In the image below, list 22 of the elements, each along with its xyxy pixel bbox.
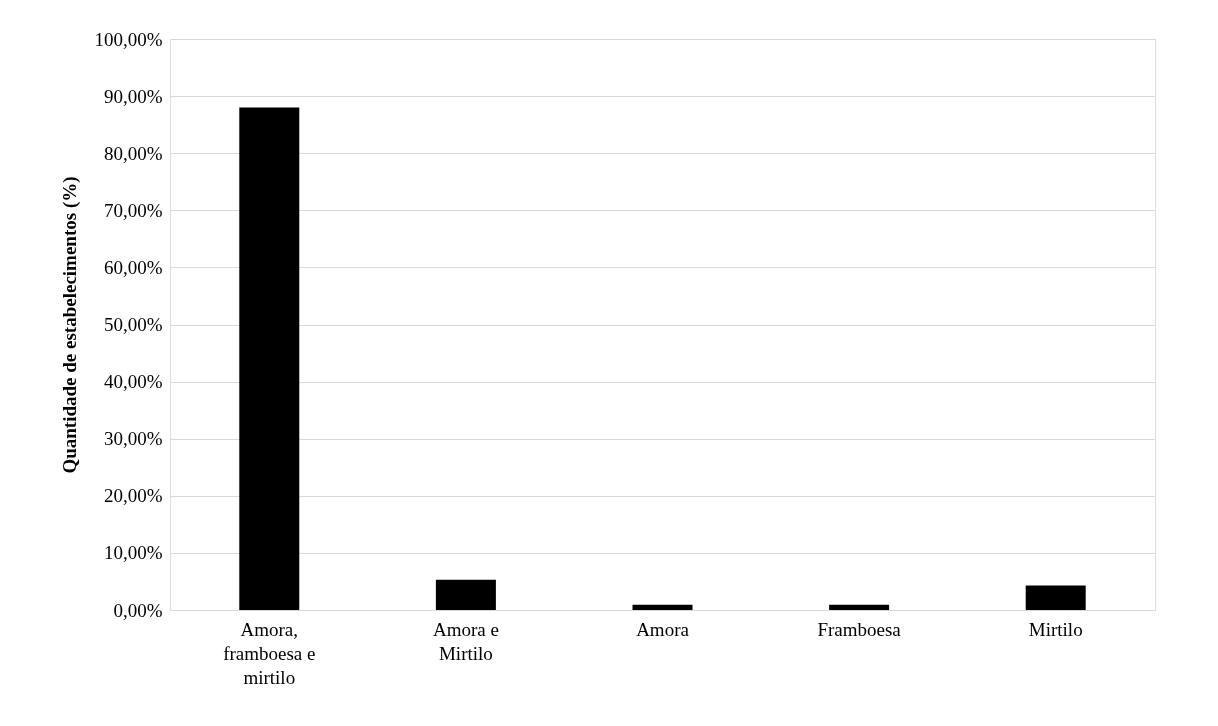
y-tick-label: 40,00%	[103, 371, 163, 393]
y-tick-label: 90,00%	[103, 85, 163, 107]
y-axis-title: Quantidade de estabelecimentos (%)	[59, 176, 82, 474]
y-tick-label: 50,00%	[103, 314, 163, 335]
y-tick-label: 20,00%	[103, 485, 163, 507]
x-tick-label: Amora e Mirtilo	[432, 618, 499, 664]
x-tick-label: Amora	[636, 618, 690, 640]
bar	[1025, 585, 1086, 610]
y-tick-label: 60,00%	[103, 256, 163, 278]
y-tick-label: 80,00%	[103, 142, 163, 164]
y-tick-label: 30,00%	[103, 428, 163, 450]
x-tick-label: Amora, framboesa e mirtilo	[223, 618, 316, 688]
bar	[632, 604, 693, 610]
bar	[435, 579, 496, 610]
y-tick-label: 0,00%	[113, 599, 163, 621]
y-tick-label: 10,00%	[103, 542, 163, 564]
bar	[239, 107, 300, 610]
x-tick-label: Framboesa	[817, 618, 902, 640]
bar	[829, 604, 890, 610]
x-tick-label: Mirtilo	[1028, 618, 1083, 640]
y-tick-label: 70,00%	[103, 199, 163, 221]
y-tick-label: 100,00%	[94, 28, 163, 50]
